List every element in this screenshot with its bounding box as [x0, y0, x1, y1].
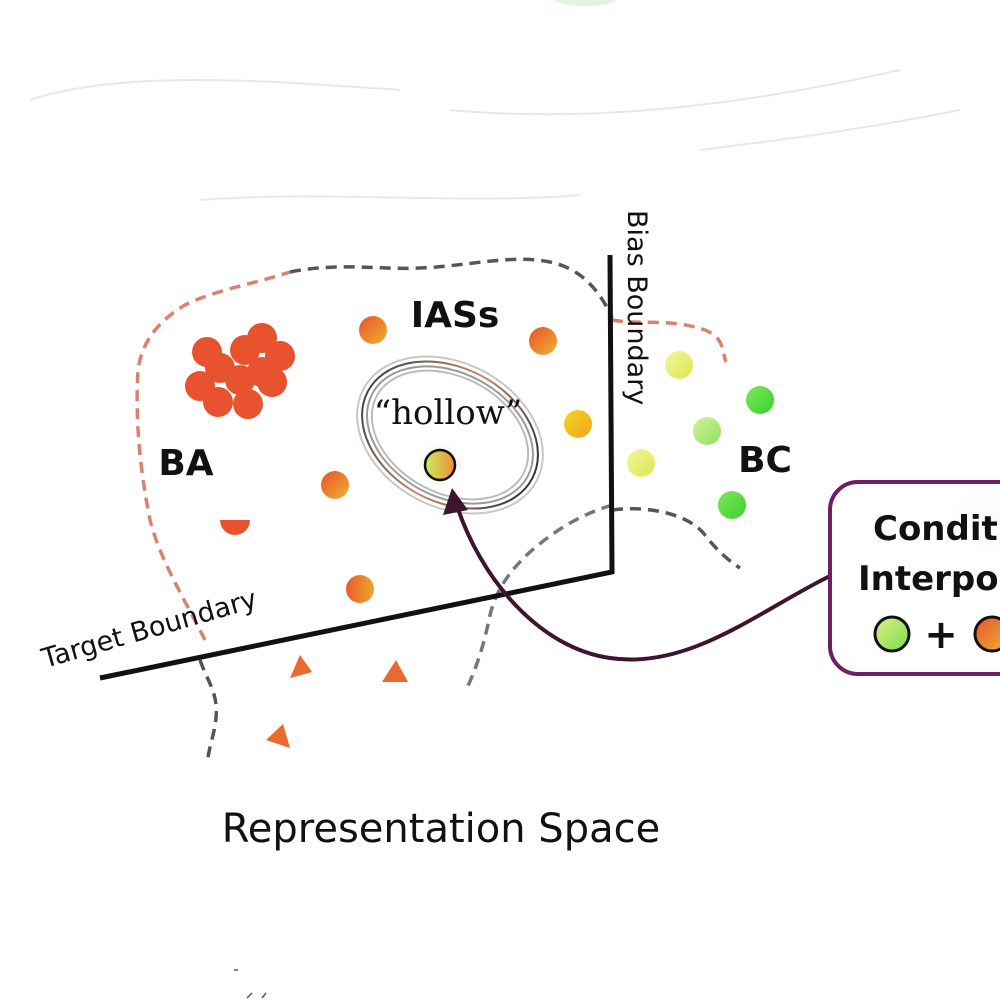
- ias-point: [529, 327, 557, 355]
- bc-point: [627, 449, 655, 477]
- background-sketch: [29, 69, 961, 201]
- bc-point: [665, 351, 693, 379]
- ba-label: BA: [158, 443, 213, 484]
- bc-boundary-lower-dash: [611, 506, 741, 570]
- hollow-region: [356, 355, 544, 515]
- ba-half-point: [220, 520, 250, 535]
- ias-half-point: [346, 575, 374, 603]
- outer-boundary-gray-dash-top: [289, 257, 614, 319]
- top-smudge: [555, 0, 615, 6]
- representation-space-label: Representation Space: [222, 806, 660, 852]
- lower-middle-dash: [464, 503, 613, 691]
- bc-boundary-red-dash: [611, 318, 728, 363]
- outer-boundary-red-dash: [135, 270, 291, 641]
- iass-label: IASs: [411, 295, 500, 336]
- callout-orange-point: [973, 615, 1000, 653]
- bc-label: BC: [738, 440, 792, 481]
- bottom-artifacts: [234, 969, 267, 999]
- target-boundary-label: Target Boundary: [37, 584, 260, 675]
- callout-green-point: [873, 615, 911, 653]
- triangle-point: [266, 724, 290, 748]
- ba-cluster: [185, 323, 295, 419]
- bc-point: [693, 417, 721, 445]
- bc-point: [718, 491, 746, 519]
- interpolation-arrow: [453, 499, 833, 662]
- callout-line-1: Condit: [873, 509, 998, 549]
- ias-point: [564, 410, 592, 438]
- bias-boundary-label: Bias Boundary: [621, 210, 652, 405]
- lower-left-dash: [198, 659, 219, 759]
- bias-boundary-line: [99, 254, 615, 681]
- triangle-point: [382, 660, 408, 682]
- callout-box: Condit Interpo +: [828, 475, 1000, 676]
- ias-point: [321, 471, 349, 499]
- bc-point: [746, 386, 774, 414]
- hollow-label: “hollow”: [374, 393, 522, 433]
- triangle-point: [290, 655, 312, 678]
- callout-plus: +: [924, 612, 958, 658]
- ias-point: [359, 316, 387, 344]
- arrow-head: [443, 488, 468, 515]
- callout-line-2: Interpo: [858, 559, 999, 599]
- interpolated-point: [423, 448, 457, 482]
